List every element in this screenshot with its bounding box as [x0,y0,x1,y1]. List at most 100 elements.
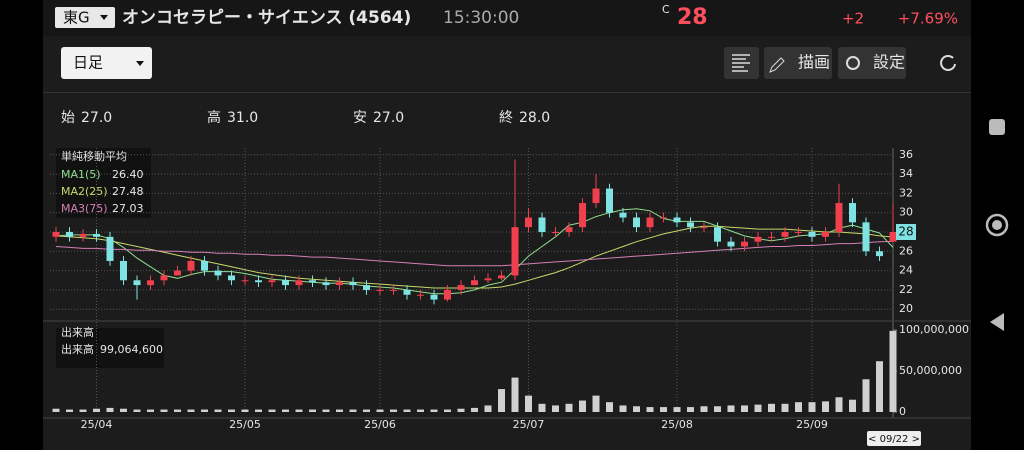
volume-bar [862,379,870,412]
volume-bar [835,397,843,412]
candle-body [363,285,370,290]
candle-body [511,227,519,276]
volume-bar [430,409,438,412]
ohlc-label: 始 [61,110,75,126]
ohlc-value: 31.0 [227,110,258,126]
reload-icon[interactable] [940,55,956,71]
market-select[interactable] [55,7,115,28]
candle-body [255,280,262,283]
legend-value: 26.40 [112,168,144,181]
candle-body [498,275,505,279]
candle-body [120,260,127,281]
candle-body [714,227,721,242]
time: 15:30:00 [443,8,519,28]
ohlc-value: 27.0 [81,110,112,126]
candle-body [700,227,708,229]
period-select[interactable] [61,47,152,79]
candle-body [525,217,532,228]
volume-bar [160,409,168,412]
candle-body [147,280,154,286]
candle-body [349,282,357,286]
candle-body [633,217,640,228]
x-tick-label: 25/05 [229,418,261,431]
candle-body [417,294,424,296]
candle-body [174,270,181,276]
home[interactable] [985,213,1009,237]
draw-button[interactable] [764,47,832,79]
volume-bar [120,408,127,412]
price: 28 [677,5,708,30]
candle-body [201,260,208,271]
candle-body [160,275,168,281]
dropdown-arrow [100,15,108,20]
y-tick-label: 20 [899,302,913,315]
volume-bar [511,377,519,412]
recent-apps[interactable] [989,119,1005,135]
candle-body [390,289,397,291]
ma-legend-box [56,148,151,218]
ma-line [55,240,894,267]
volume-bar [552,405,559,412]
candle-body [606,188,613,213]
y-tick-label: 22 [899,283,913,296]
candle-body [795,232,802,233]
candle-body [79,233,87,237]
volume-title: 出来高 [61,325,94,339]
volume-bar [646,407,654,412]
volume-bar [309,409,316,412]
ohlc-value: 28.0 [519,110,550,126]
candle-body [768,236,775,238]
volume-tick-label: 100,000,000 [899,323,969,336]
candle-body [727,241,735,247]
back[interactable] [990,313,1004,331]
y-tick-label: 36 [899,148,913,161]
candle-body [295,280,303,286]
app-area [43,36,971,450]
volume-bar [687,407,694,412]
legend-value: 27.48 [112,185,144,198]
last-price: 28 [898,225,913,239]
volume-bar [592,395,600,412]
volume-bar [768,403,775,412]
candle-body [309,280,316,283]
volume-bar [336,409,343,412]
candle-body [808,232,816,237]
volume-bar [241,409,249,412]
candle-body [403,289,411,295]
candle-body [93,233,100,237]
volume-legend-value: 99,064,600 [100,343,163,356]
candle-body [538,217,546,232]
candle-body [889,232,897,242]
candle-body [579,203,586,228]
volume-bar [376,409,384,412]
volume-bar [457,408,465,412]
change: +2 [842,10,864,28]
volume-bar [390,409,397,412]
candle-body [376,289,384,291]
y-tick-label: 26 [899,244,913,257]
candle-body [430,294,438,300]
settings-button[interactable] [838,47,906,79]
volume-bar [579,400,586,412]
volume-bar [147,409,154,412]
stock-title: オンコセラピー・サイエンス (4564) [122,8,411,28]
legend-name: MA2(25) [61,185,108,198]
ma-line [55,225,894,289]
legend-name: MA3(75) [61,202,108,215]
candle-body [673,217,681,223]
volume-bar [754,404,762,412]
x-tick-label: 25/04 [81,418,113,431]
candle-body [741,241,748,247]
candle-body [592,188,600,204]
y-tick-label: 32 [899,186,913,199]
volume-bar [66,409,73,412]
volume-bar [268,409,276,412]
candle-body [862,222,870,252]
y-tick-label: 30 [899,206,913,219]
volume-bar [484,405,492,412]
header-bar [43,0,971,36]
volume-bar [714,406,721,412]
pencil-icon [769,57,785,73]
volume-bar [673,407,681,412]
legend-value: 27.03 [112,202,144,215]
